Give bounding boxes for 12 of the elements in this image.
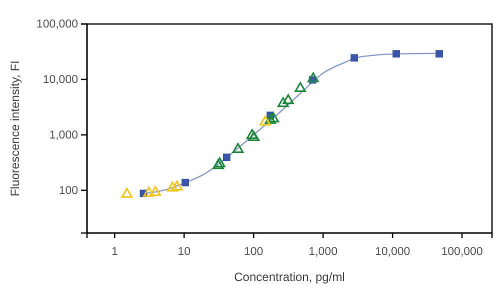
x-tick-label: 1 [111,246,118,258]
x-tick-label: 100 [244,246,264,258]
x-tick-label: 100,000 [441,246,483,258]
y-tick-label: 10,000 [42,74,78,86]
y-tick-label: 100,000 [36,18,78,31]
y-tick-label: 1,000 [49,130,78,142]
x-tick-label: 10,000 [374,246,410,258]
y-axis-title: Fluorescence intensity, FI [8,60,22,196]
y-tick-label: 100 [58,185,78,198]
x-tick-label: 1,000 [308,246,338,258]
x-axis-title: Concentration, pg/ml [234,270,345,284]
x-tick-label: 10 [178,246,191,258]
